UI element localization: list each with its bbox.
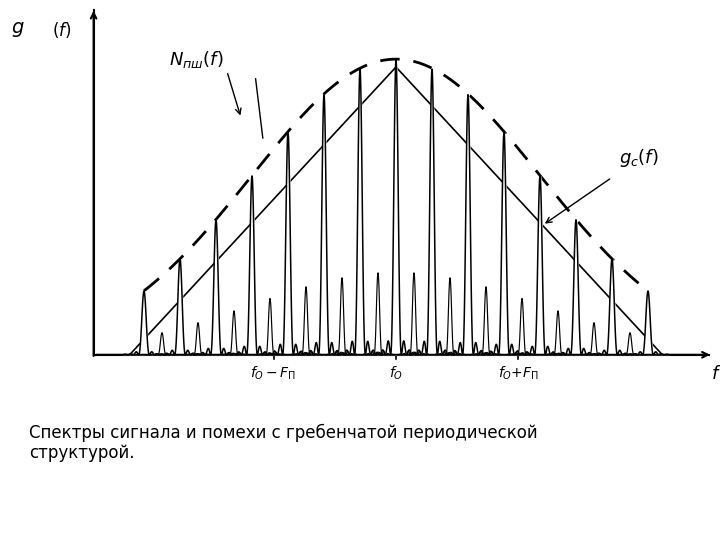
Text: $f_O{+}F_\Pi$: $f_O{+}F_\Pi$ (498, 364, 539, 382)
Text: $f_O - F_\Pi$: $f_O - F_\Pi$ (251, 364, 297, 382)
Text: $g_c(f)$: $g_c(f)$ (619, 147, 659, 168)
Text: $f_O$: $f_O$ (389, 364, 403, 382)
Text: $f$: $f$ (711, 364, 720, 383)
Text: $g$: $g$ (11, 19, 24, 39)
Text: Спектры сигнала и помехи с гребенчатой периодической
структурой.: Спектры сигнала и помехи с гребенчатой п… (29, 423, 537, 462)
Text: $N_{\mathregular{пш}}(f)$: $N_{\mathregular{пш}}(f)$ (169, 49, 224, 70)
Text: $(f)$: $(f)$ (52, 19, 71, 40)
